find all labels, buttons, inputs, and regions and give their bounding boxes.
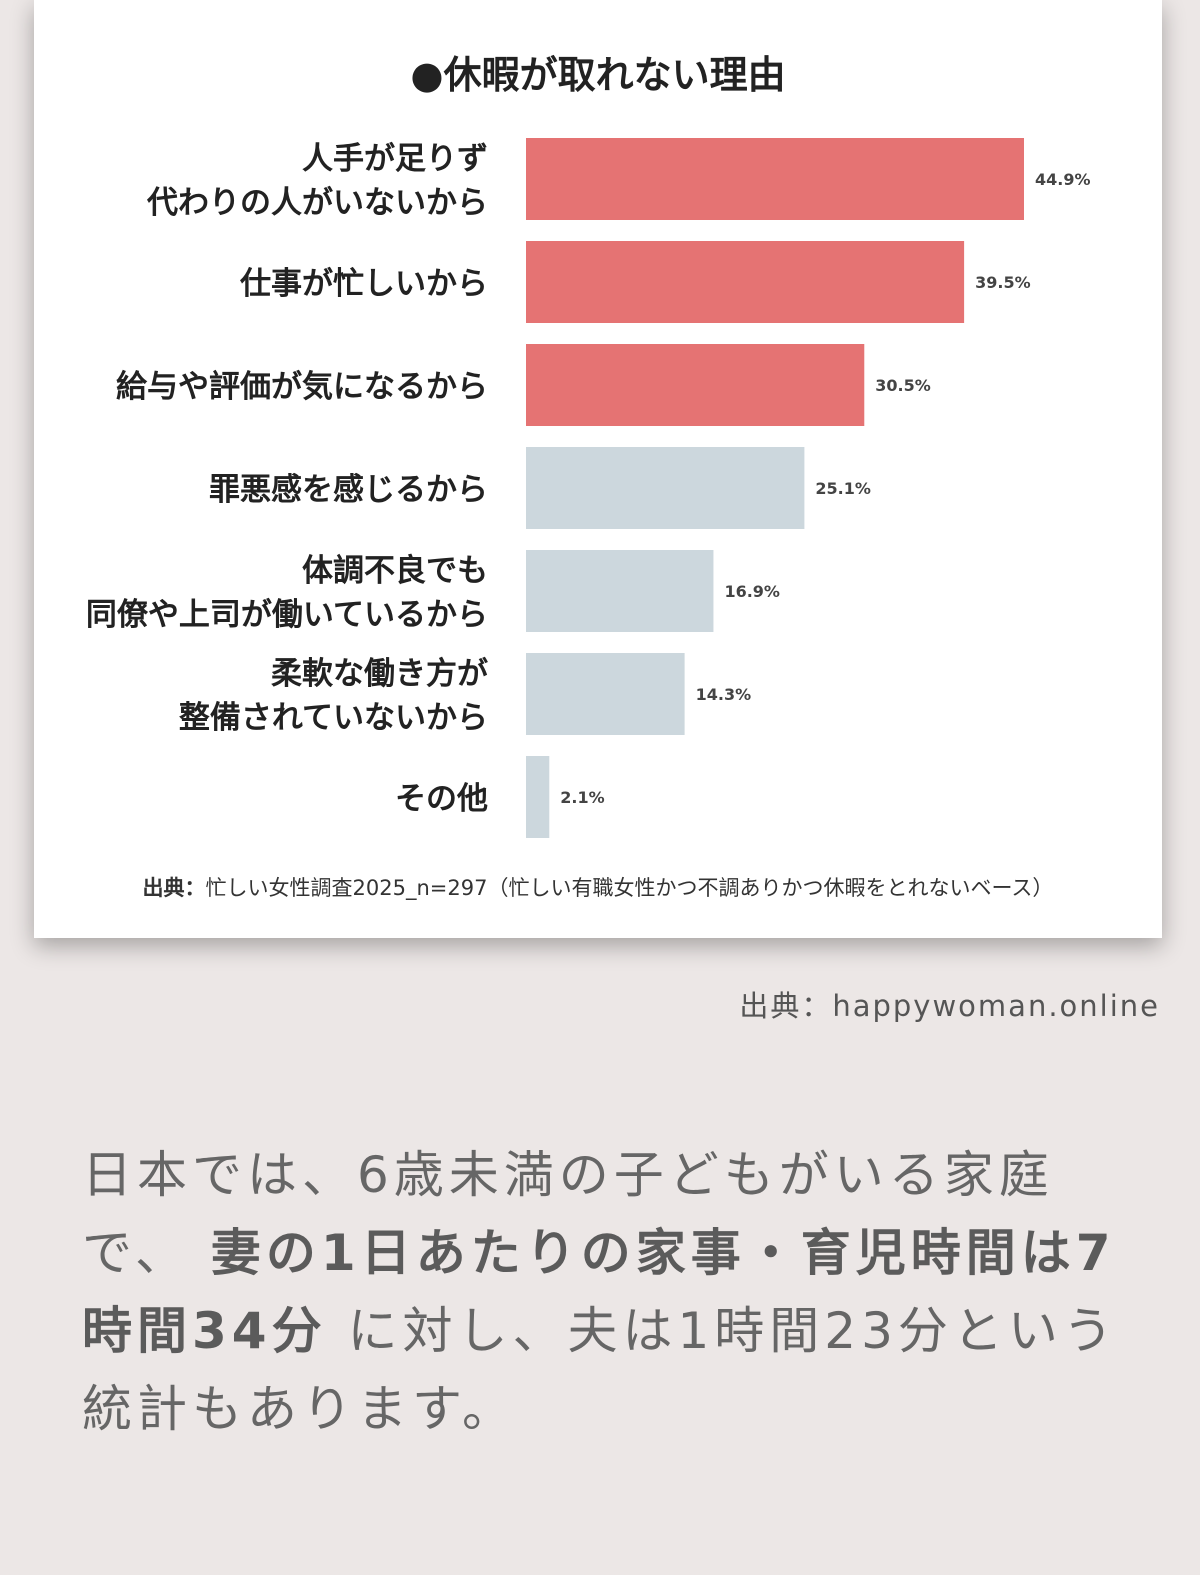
bar-7 <box>526 756 550 838</box>
chart-title: ●休暇が取れない理由 <box>410 53 786 97</box>
bar-4 <box>526 447 805 529</box>
category-label-7-line-1: その他 <box>395 781 488 817</box>
chart-source-label: 出典： <box>142 876 206 900</box>
bar-value-label-5: 16.9% <box>724 582 780 601</box>
bar-value-label-3: 30.5% <box>875 376 931 395</box>
bar-5 <box>526 550 714 632</box>
chart-card: ●休暇が取れない理由 44.9% 人手が足りず代わりの人がいないから 39.5% 仕事… <box>34 0 1162 938</box>
bar-value-label-1: 44.9% <box>1035 170 1091 189</box>
category-label-1-line-1: 人手が足りず <box>302 141 488 177</box>
bar-value-label-2: 39.5% <box>975 273 1031 292</box>
body-text-bold: 妻の1日あたりの家事・育児時間は7時間34分 <box>82 1224 1116 1360</box>
category-label-3-line-1: 給与や評価が気になるから <box>116 369 488 405</box>
category-label-2-line-1: 仕事が忙しいから <box>240 266 488 302</box>
category-label-1-line-2: 代わりの人がいないから <box>146 185 488 221</box>
bar-value-label-4: 25.1% <box>815 479 871 498</box>
category-label-4-line-1: 罪悪感を感じるから <box>209 472 488 508</box>
bar-value-label-6: 14.3% <box>696 685 752 704</box>
bar-1 <box>526 138 1024 220</box>
bar-2 <box>526 241 965 323</box>
body-text-part1: 日本では、6歳未満の子どもがいる家庭で、 <box>82 1146 1054 1282</box>
category-label-5-line-1: 体調不良でも <box>302 553 488 589</box>
chart-source-text: 忙しい女性調査2025_n=297（忙しい有職女性かつ不調ありかつ休暇をとれない… <box>205 876 1054 900</box>
body-text-part2: に対し、夫は1時間23分という統計もあります。 <box>82 1302 1118 1438</box>
chart-source-note: 出典：忙しい女性調査2025_n=297（忙しい有職女性かつ不調ありかつ休暇をと… <box>34 872 1162 902</box>
bar-6 <box>526 653 685 735</box>
category-label-6-line-2: 整備されていないから <box>179 700 488 736</box>
category-label-5-line-2: 同僚や上司が働いているから <box>86 597 488 633</box>
body-paragraph: 日本では、6歳未満の子どもがいる家庭で、 妻の1日あたりの家事・育児時間は7時間… <box>82 1136 1122 1448</box>
bar-3 <box>526 344 865 426</box>
category-label-6-line-1: 柔軟な働き方が <box>271 656 488 692</box>
image-credit: 出典：happywoman.online <box>739 989 1160 1023</box>
bar-value-label-7: 2.1% <box>560 788 604 807</box>
